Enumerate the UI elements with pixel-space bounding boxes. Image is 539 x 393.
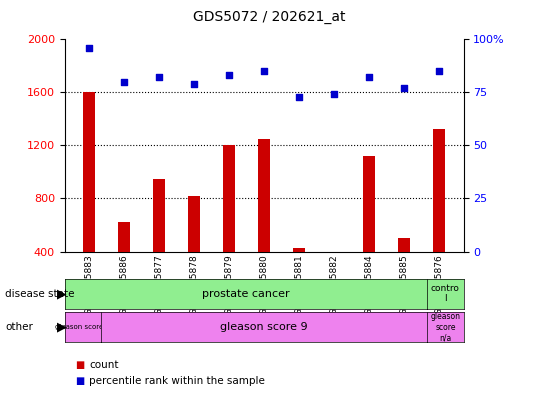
Text: gleason score 8: gleason score 8: [56, 324, 110, 330]
Bar: [328, 253, 340, 305]
Point: [365, 74, 374, 81]
Text: gleason
score
n/a: gleason score n/a: [431, 312, 460, 342]
Bar: [293, 248, 305, 305]
Point: [260, 68, 268, 74]
Text: disease state: disease state: [5, 289, 75, 299]
Point: [435, 68, 444, 74]
Point: [85, 45, 93, 51]
Bar: [258, 139, 270, 305]
Point: [295, 94, 303, 100]
Bar: [433, 130, 445, 305]
Bar: [363, 156, 375, 305]
Text: prostate cancer: prostate cancer: [202, 289, 290, 299]
Point: [400, 85, 409, 91]
Bar: [223, 145, 235, 305]
Bar: [153, 178, 165, 305]
Point: [120, 79, 128, 85]
Point: [190, 81, 198, 87]
Text: GDS5072 / 202621_at: GDS5072 / 202621_at: [194, 10, 345, 24]
Text: ■: ■: [75, 376, 85, 386]
Text: gleason score 9: gleason score 9: [220, 322, 308, 332]
Text: ■: ■: [75, 360, 85, 370]
Bar: [118, 222, 130, 305]
Bar: [83, 92, 95, 305]
Bar: [188, 196, 200, 305]
Bar: [398, 238, 410, 305]
Text: percentile rank within the sample: percentile rank within the sample: [89, 376, 265, 386]
Point: [225, 72, 233, 79]
Text: ▶: ▶: [57, 287, 66, 300]
Text: contro
l: contro l: [431, 284, 460, 303]
Text: ▶: ▶: [57, 321, 66, 334]
Point: [330, 91, 338, 97]
Point: [155, 74, 163, 81]
Text: other: other: [5, 322, 33, 332]
Text: count: count: [89, 360, 119, 370]
